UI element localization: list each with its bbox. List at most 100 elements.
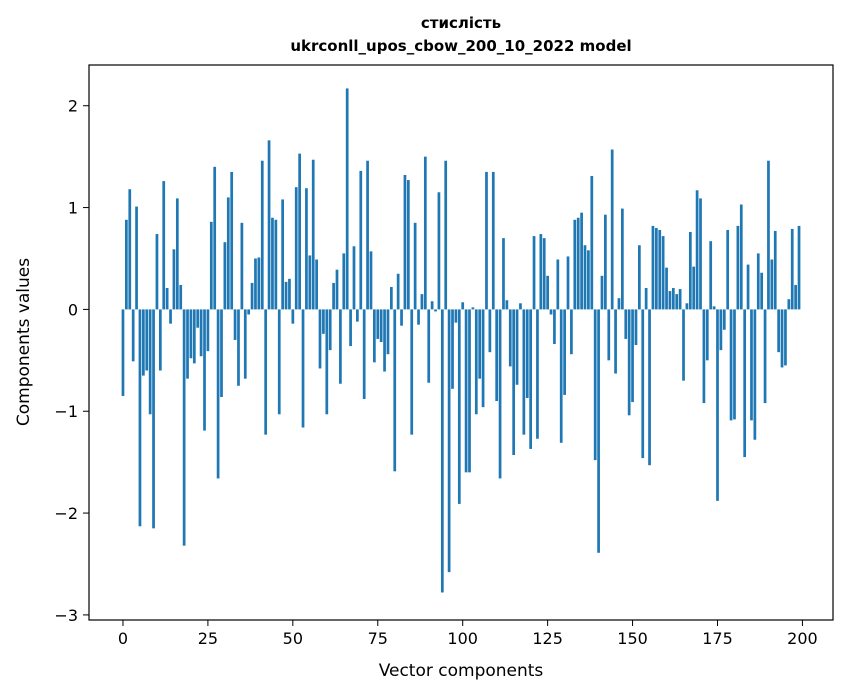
bar-52 — [298, 153, 301, 310]
bar-1 — [125, 219, 128, 310]
bar-89 — [423, 156, 427, 310]
bar-156 — [651, 225, 655, 310]
bar-50 — [291, 309, 295, 324]
bar-174 — [712, 306, 716, 310]
bar-128 — [556, 259, 560, 310]
bar-106 — [481, 309, 485, 408]
bar-33 — [233, 309, 237, 340]
bar-66 — [345, 88, 349, 310]
bars — [121, 88, 801, 593]
bar-57 — [315, 259, 318, 310]
y-tick-label--3: −3 — [54, 606, 78, 625]
bar-79 — [390, 287, 393, 310]
bar-101 — [464, 309, 468, 473]
bar-4 — [135, 206, 138, 310]
bar-82 — [400, 309, 403, 326]
x-tick-label-75: 75 — [368, 629, 388, 648]
bar-99 — [457, 309, 461, 504]
bar-188 — [760, 272, 764, 310]
bar-162 — [671, 288, 675, 310]
bar-3 — [131, 309, 135, 362]
bar-146 — [617, 298, 621, 310]
bar-54 — [305, 188, 308, 310]
bar-113 — [505, 300, 509, 310]
bar-147 — [621, 208, 624, 310]
x-tick-label-150: 150 — [617, 629, 648, 648]
bar-30 — [223, 242, 227, 310]
bar-192 — [773, 230, 777, 310]
bar-26 — [209, 221, 213, 310]
bar-37 — [247, 309, 251, 315]
bar-112 — [502, 238, 505, 310]
bar-138 — [590, 176, 594, 310]
bar-149 — [627, 309, 631, 416]
bar-70 — [359, 170, 363, 310]
bar-14 — [169, 309, 172, 324]
bar-115 — [512, 309, 516, 456]
x-tick-label-0: 0 — [118, 629, 128, 648]
bar-29 — [220, 309, 223, 397]
bar-152 — [638, 245, 641, 310]
bar-140 — [597, 309, 600, 553]
bar-62 — [332, 282, 335, 310]
bar-191 — [770, 259, 774, 310]
bar-64 — [339, 309, 342, 384]
bar-121 — [532, 236, 536, 310]
bar-23 — [199, 309, 203, 357]
bar-78 — [386, 309, 390, 355]
bar-34 — [237, 309, 240, 386]
bar-63 — [335, 269, 339, 310]
bar-15 — [172, 249, 176, 310]
bar-158 — [658, 229, 662, 310]
bar-40 — [257, 257, 261, 310]
bar-185 — [750, 309, 753, 421]
bar-120 — [529, 309, 532, 449]
y-axis-label: Components values — [14, 258, 34, 426]
bar-176 — [719, 309, 723, 351]
bar-43 — [267, 140, 271, 310]
bar-61 — [328, 309, 332, 351]
x-tick-label-25: 25 — [198, 629, 218, 648]
bar-159 — [661, 236, 665, 310]
bar-12 — [162, 181, 166, 310]
bar-193 — [777, 309, 780, 353]
bar-181 — [736, 225, 740, 310]
bar-173 — [709, 241, 713, 310]
bar-46 — [277, 309, 281, 415]
bar-122 — [536, 309, 539, 439]
bar-118 — [522, 309, 526, 435]
bar-151 — [634, 309, 638, 346]
bar-71 — [362, 309, 366, 400]
bar-55 — [308, 255, 312, 310]
bar-142 — [604, 214, 607, 310]
bar-87 — [417, 309, 420, 325]
bar-177 — [722, 309, 726, 330]
bar-91 — [430, 301, 434, 310]
bar-53 — [301, 309, 305, 428]
bar-117 — [519, 303, 522, 310]
bar-187 — [756, 253, 760, 310]
bar-143 — [607, 309, 611, 361]
bar-97 — [451, 309, 454, 389]
bar-150 — [631, 309, 634, 403]
plot-frame — [88, 64, 834, 621]
bar-81 — [396, 273, 400, 310]
bar-17 — [179, 284, 183, 310]
y-tick-label-2: 2 — [68, 97, 78, 116]
bar-28 — [216, 309, 220, 479]
bar-111 — [498, 309, 502, 479]
bar-49 — [288, 278, 291, 310]
bar-127 — [553, 309, 556, 345]
bar-67 — [349, 309, 352, 347]
bar-186 — [753, 309, 757, 440]
bar-119 — [525, 309, 529, 398]
bar-75 — [376, 309, 380, 339]
x-tick-label-100: 100 — [447, 629, 478, 648]
bar-157 — [654, 227, 658, 310]
bar-175 — [716, 309, 719, 501]
bar-137 — [587, 250, 590, 310]
x-tick-label-50: 50 — [283, 629, 303, 648]
bar-42 — [264, 309, 268, 435]
bar-65 — [342, 253, 346, 310]
bar-73 — [369, 251, 373, 310]
